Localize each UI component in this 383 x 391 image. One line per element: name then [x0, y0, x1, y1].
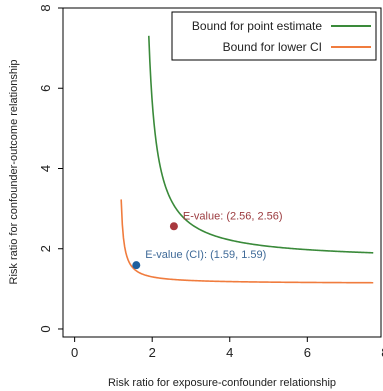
evalue-label: E-value: (2.56, 2.56) [183, 210, 283, 222]
y-axis-label: Risk ratio for confounder-outcome relati… [8, 59, 20, 284]
curves [120, 35, 374, 284]
x-tick-label: 0 [71, 345, 78, 360]
x-tick-label: 2 [149, 345, 156, 360]
y-tick-label: 6 [38, 85, 53, 92]
y-tick-label: 4 [38, 165, 53, 172]
x-tick-label: 8 [381, 345, 383, 360]
evalue-label: E-value (CI): (1.59, 1.59) [145, 249, 266, 261]
x-axis-label: Risk ratio for exposure-confounder relat… [108, 377, 336, 389]
y-tick-label: 2 [38, 245, 53, 252]
evalue-point [132, 261, 141, 270]
axes: 0 2 4 6 8 0 2 4 6 8 [38, 4, 383, 360]
series-line [147, 35, 374, 254]
legend-box [171, 11, 377, 61]
y-tick-label: 0 [38, 325, 53, 332]
legend: Bound for point estimate Bound for lower … [171, 11, 377, 61]
x-tick-label: 4 [226, 345, 233, 360]
x-tick-label: 6 [304, 345, 311, 360]
annotation-points: E-value: (2.56, 2.56) E-value (CI): (1.59… [132, 210, 283, 270]
series-line [120, 199, 374, 284]
legend-label: Bound for point estimate [192, 19, 322, 33]
legend-label: Bound for lower CI [223, 40, 322, 54]
evalue-point [169, 222, 178, 231]
plot-frame [62, 7, 382, 338]
y-tick-label: 8 [38, 4, 53, 11]
